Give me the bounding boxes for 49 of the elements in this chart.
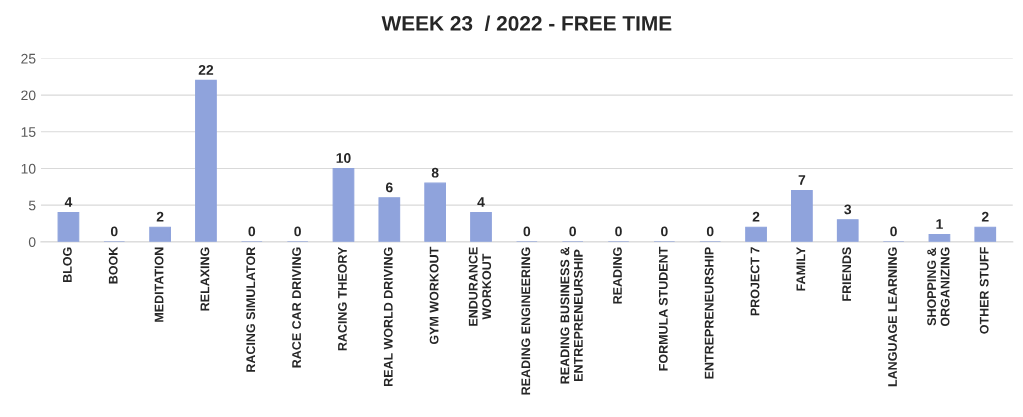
x-tick-label: RACING SIMULATOR [246, 246, 256, 372]
data-label: 7 [798, 175, 806, 185]
x-tick-label: READING [613, 247, 622, 304]
chart-title: WEEK 23 / 2022 - FREE TIME [381, 15, 672, 32]
x-tick-label: ENTREPRENEURSHIP [704, 247, 714, 379]
data-label: 2 [156, 211, 164, 222]
x-tick-label: FAMILY [796, 246, 806, 291]
data-label: 0 [110, 226, 118, 237]
x-tick-label: READING BUSINESS & ENTREPRENEURSHIP [560, 247, 583, 384]
data-label: 2 [981, 211, 989, 222]
x-tick-label: BLOG [62, 247, 72, 282]
data-label: 0 [294, 226, 301, 237]
data-label: 0 [523, 226, 531, 237]
x-tick-label: READING ENGINEERING [521, 247, 531, 395]
x-tick-label: BOOK [108, 246, 118, 284]
y-tick-label: 25 [21, 53, 36, 64]
x-tick-label: MEDITATION [154, 247, 164, 322]
data-label: 4 [477, 197, 485, 207]
x-tick-label: FORMULA STUDENT [658, 246, 668, 371]
data-label: 0 [615, 226, 622, 237]
x-tick-label: RACING THEORY [337, 246, 347, 351]
data-label: 0 [248, 226, 256, 237]
x-tick-label: LANGUAGE LEARNING [888, 247, 897, 387]
data-label: 10 [336, 153, 351, 163]
data-label: 0 [569, 226, 576, 237]
x-tick-label: FRIENDS [842, 247, 852, 301]
x-tick-label: PROJECT 7 [750, 247, 760, 316]
data-label: 0 [661, 226, 668, 237]
x-tick-label: ENDURANCE WORKOUT [468, 247, 492, 326]
y-tick-label: 10 [21, 163, 36, 174]
x-tick-label: RACE CAR DRIVING [292, 247, 301, 368]
data-label: 0 [706, 226, 714, 237]
x-tick-label: RELAXING [200, 247, 210, 311]
y-tick-label: 20 [21, 90, 36, 101]
data-label: 4 [64, 197, 73, 207]
y-tick-label: 0 [28, 237, 36, 248]
data-label: 3 [844, 204, 852, 215]
y-tick-label: 15 [21, 127, 36, 137]
data-label: 0 [890, 226, 897, 237]
data-label: 6 [385, 182, 393, 193]
data-label: 8 [431, 167, 439, 178]
data-label: 22 [198, 65, 214, 75]
x-tick-label: GYM WORKOUT [429, 246, 439, 345]
x-tick-label: OTHER STUFF [979, 247, 989, 334]
data-label: 2 [752, 211, 760, 222]
x-tick-label: SHOPPING & ORGANIZING [927, 247, 950, 327]
y-tick-label: 5 [28, 200, 36, 211]
data-label: 1 [936, 219, 943, 229]
x-tick-label: REAL WORLD DRIVING [383, 247, 393, 386]
